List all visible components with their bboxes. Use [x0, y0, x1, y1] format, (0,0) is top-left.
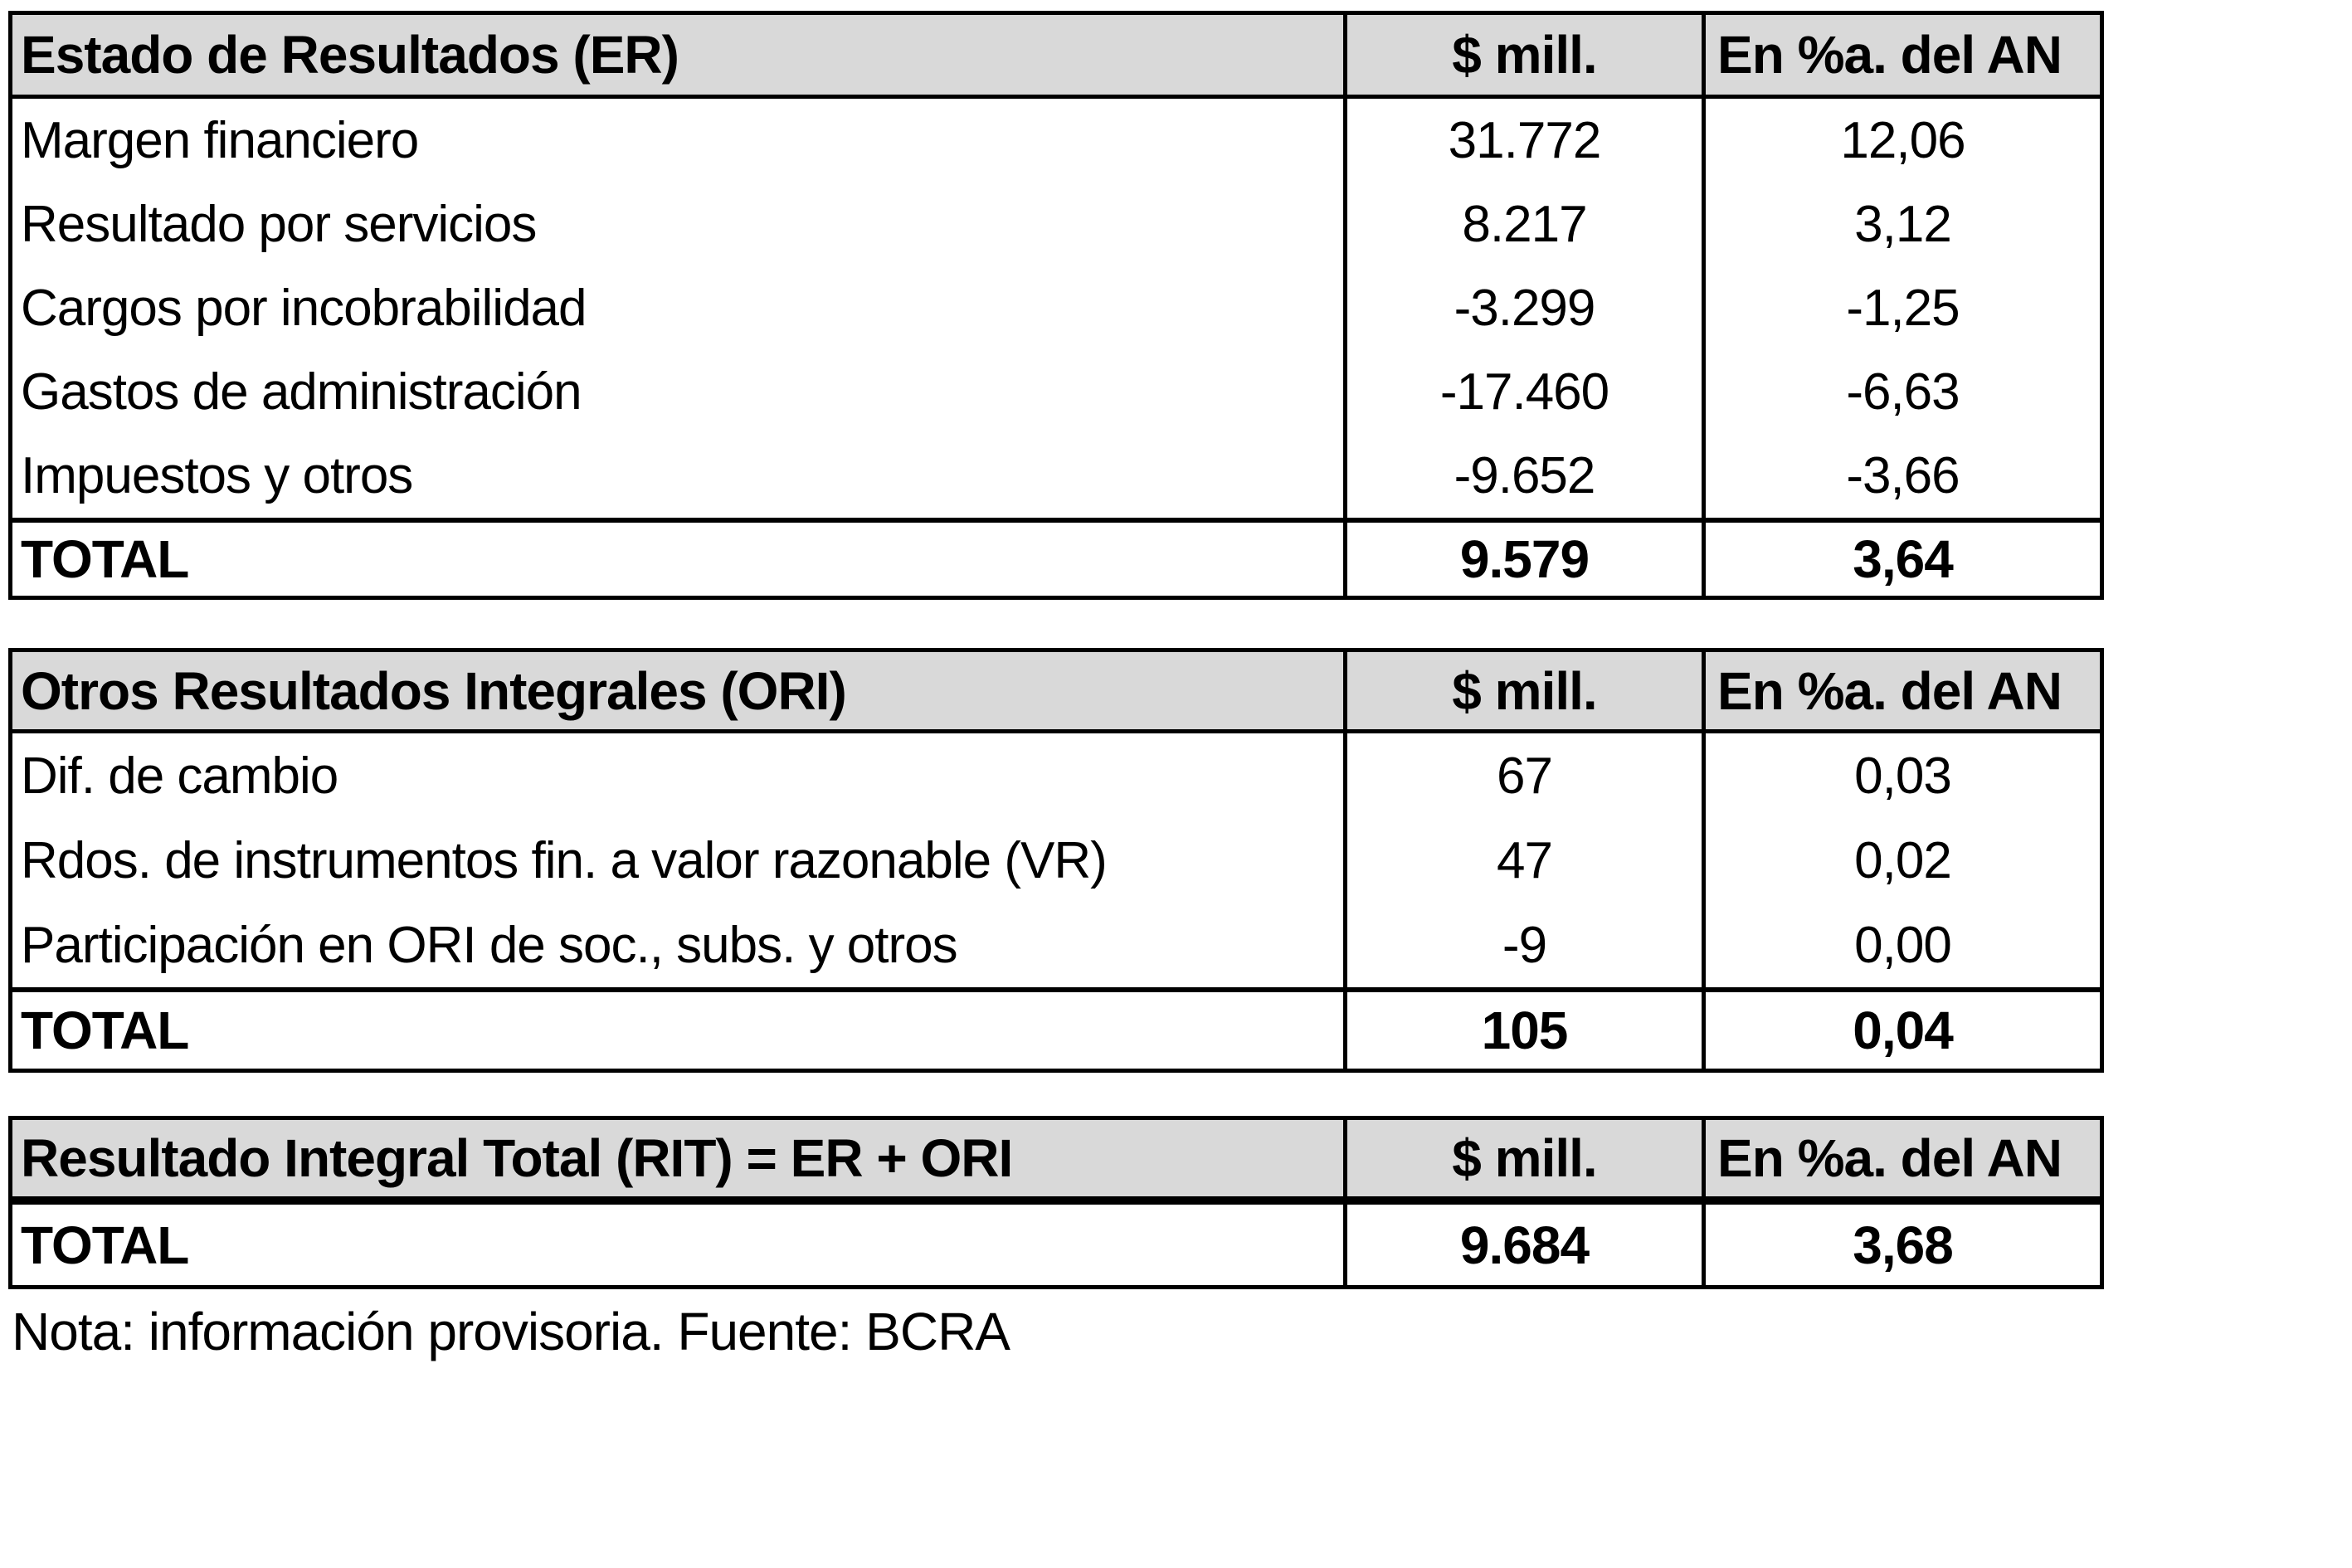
table-header-row: Estado de Resultados (ER) $ mill. En %a.… — [12, 15, 2100, 99]
row-value-mill: -9 — [1343, 903, 1702, 987]
row-value-mill: 8.217 — [1343, 183, 1702, 266]
table-title: Otros Resultados Integrales (ORI) — [21, 660, 847, 721]
table-row: Rdos. de instrumentos fin. a valor razon… — [12, 818, 2100, 903]
table-total-row: TOTAL 9.684 3,68 — [12, 1200, 2100, 1285]
row-value-mill: -3.299 — [1343, 266, 1702, 350]
total-value-pct: 3,68 — [1702, 1205, 2100, 1285]
table-row: Margen financiero 31.772 12,06 — [12, 99, 2100, 183]
row-value-pct: -6,63 — [1702, 350, 2100, 434]
row-label: Gastos de administración — [21, 363, 582, 421]
table-row: Dif. de cambio 67 0,03 — [12, 733, 2100, 818]
column-header-mill: $ mill. — [1343, 652, 1702, 729]
row-value-mill: -17.460 — [1343, 350, 1702, 434]
row-value-pct: 12,06 — [1702, 99, 2100, 183]
row-value-mill: 47 — [1343, 818, 1702, 903]
table-row: Impuestos y otros -9.652 -3,66 — [12, 434, 2100, 518]
row-value-pct: 3,12 — [1702, 183, 2100, 266]
table-row: Participación en ORI de soc., subs. y ot… — [12, 903, 2100, 987]
table-row: Cargos por incobrabilidad -3.299 -1,25 — [12, 266, 2100, 350]
row-label: Participación en ORI de soc., subs. y ot… — [21, 916, 958, 974]
row-label: Cargos por incobrabilidad — [21, 280, 587, 337]
table-header-row: Resultado Integral Total (RIT) = ER + OR… — [12, 1120, 2100, 1200]
row-label: Dif. de cambio — [21, 747, 338, 805]
total-value-mill: 105 — [1343, 992, 1702, 1069]
row-label: Margen financiero — [21, 112, 419, 169]
row-value-pct: -3,66 — [1702, 434, 2100, 518]
row-value-pct: 0,02 — [1702, 818, 2100, 903]
column-header-pct: En %a. del AN — [1702, 15, 2100, 95]
row-value-mill: 31.772 — [1343, 99, 1702, 183]
column-header-mill: $ mill. — [1343, 1120, 1702, 1196]
row-label: Rdos. de instrumentos fin. a valor razon… — [21, 831, 1108, 889]
table-total-row: TOTAL 9.579 3,64 — [12, 518, 2100, 596]
column-header-pct: En %a. del AN — [1702, 1120, 2100, 1196]
column-header-pct: En %a. del AN — [1702, 652, 2100, 729]
table-title: Estado de Resultados (ER) — [21, 25, 679, 85]
total-value-mill: 9.579 — [1343, 523, 1702, 596]
table-total-row: TOTAL 105 0,04 — [12, 987, 2100, 1069]
total-value-mill: 9.684 — [1343, 1205, 1702, 1285]
row-value-mill: 67 — [1343, 733, 1702, 818]
table-row: Resultado por servicios 8.217 3,12 — [12, 183, 2100, 266]
row-value-mill: -9.652 — [1343, 434, 1702, 518]
total-value-pct: 0,04 — [1702, 992, 2100, 1069]
table-title: Resultado Integral Total (RIT) = ER + OR… — [21, 1128, 1013, 1188]
row-value-pct: -1,25 — [1702, 266, 2100, 350]
total-comprehensive-result-table: Resultado Integral Total (RIT) = ER + OR… — [8, 1116, 2104, 1289]
table-header-row: Otros Resultados Integrales (ORI) $ mill… — [12, 652, 2100, 733]
row-label: Resultado por servicios — [21, 196, 537, 253]
column-header-mill: $ mill. — [1343, 15, 1702, 95]
total-label: TOTAL — [21, 529, 189, 589]
other-comprehensive-income-table: Otros Resultados Integrales (ORI) $ mill… — [8, 648, 2104, 1073]
total-value-pct: 3,64 — [1702, 523, 2100, 596]
row-value-pct: 0,00 — [1702, 903, 2100, 987]
income-statement-table: Estado de Resultados (ER) $ mill. En %a.… — [8, 11, 2104, 600]
total-label: TOTAL — [21, 1001, 189, 1060]
row-value-pct: 0,03 — [1702, 733, 2100, 818]
source-note: Nota: información provisoria. Fuente: BC… — [12, 1302, 1010, 1361]
table-row: Gastos de administración -17.460 -6,63 — [12, 350, 2100, 434]
row-label: Impuestos y otros — [21, 447, 413, 504]
total-label: TOTAL — [21, 1215, 189, 1275]
